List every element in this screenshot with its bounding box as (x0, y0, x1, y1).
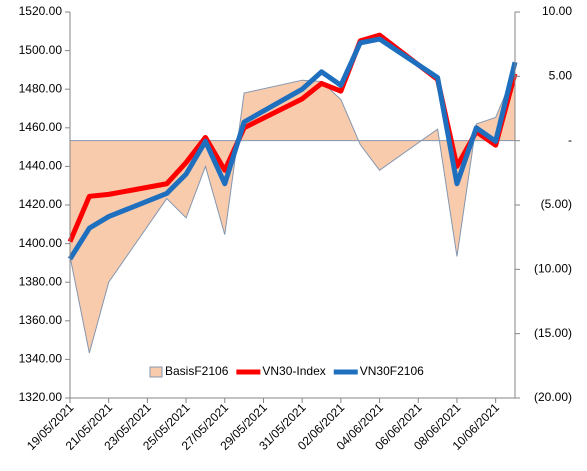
y2-tick-label: (20.00) (534, 390, 572, 404)
y-tick-label: 1480.00 (19, 81, 63, 95)
y-tick-label: 1340.00 (19, 352, 63, 366)
y-tick-label: 1360.00 (19, 313, 63, 327)
y2-tick-label: 5.00 (549, 69, 573, 83)
y2-tick-label: (5.00) (541, 197, 572, 211)
y-tick-label: 1500.00 (19, 43, 63, 57)
line (67, 36, 518, 261)
y2-tick-label: (15.00) (534, 326, 572, 340)
y-tick-label: 1460.00 (19, 120, 63, 134)
y-tick-label: 1380.00 (19, 274, 63, 288)
y-tick-label: 1320.00 (19, 390, 63, 404)
legend-label: VN30F2106 (360, 364, 424, 378)
legend-swatch (149, 366, 163, 378)
y2-tick-label: 10.00 (542, 4, 572, 18)
legend-label: BasisF2106 (165, 364, 229, 378)
y-tick-label: 1520.00 (19, 4, 63, 18)
y2-tick-label: - (568, 133, 572, 147)
y-tick-label: 1400.00 (19, 236, 63, 250)
y2-tick-label: (10.00) (534, 262, 572, 276)
y-tick-label: 1440.00 (19, 159, 63, 173)
legend-label: VN30-Index (262, 364, 325, 378)
area (69, 70, 516, 354)
line (67, 32, 518, 243)
y-tick-label: 1420.00 (19, 197, 63, 211)
